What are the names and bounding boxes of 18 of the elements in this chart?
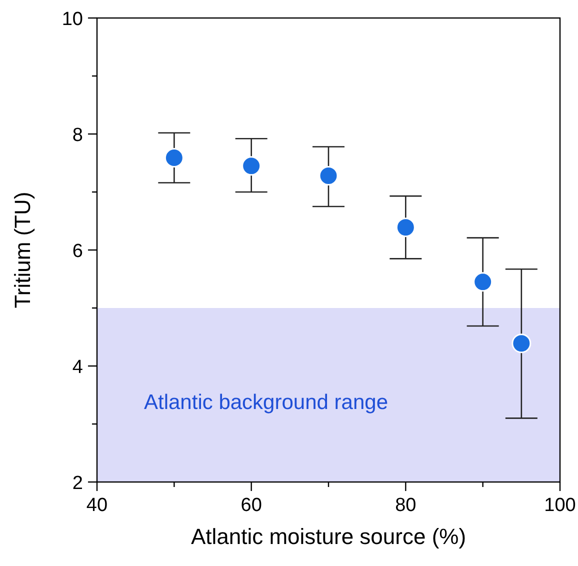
y-tick-label: 10: [62, 9, 83, 30]
x-tick-label: 60: [240, 495, 262, 516]
x-tick-label: 40: [86, 495, 108, 516]
x-tick-label: 80: [395, 495, 416, 516]
point: [512, 334, 532, 354]
point: [396, 218, 416, 238]
band-label: Atlantic background range: [144, 391, 388, 414]
y-tick-label: 2: [72, 473, 83, 494]
x-tick-label: 100: [544, 495, 576, 516]
x-axis-title: Atlantic moisture source (%): [190, 524, 466, 549]
point: [473, 272, 493, 292]
point: [164, 148, 184, 168]
y-tick-label: 6: [72, 241, 83, 262]
y-tick-label: 4: [72, 357, 84, 378]
y-tick-label: 8: [72, 125, 83, 146]
point: [242, 156, 262, 176]
y-axis-title: Tritium (TU): [10, 192, 35, 308]
point: [318, 166, 338, 186]
